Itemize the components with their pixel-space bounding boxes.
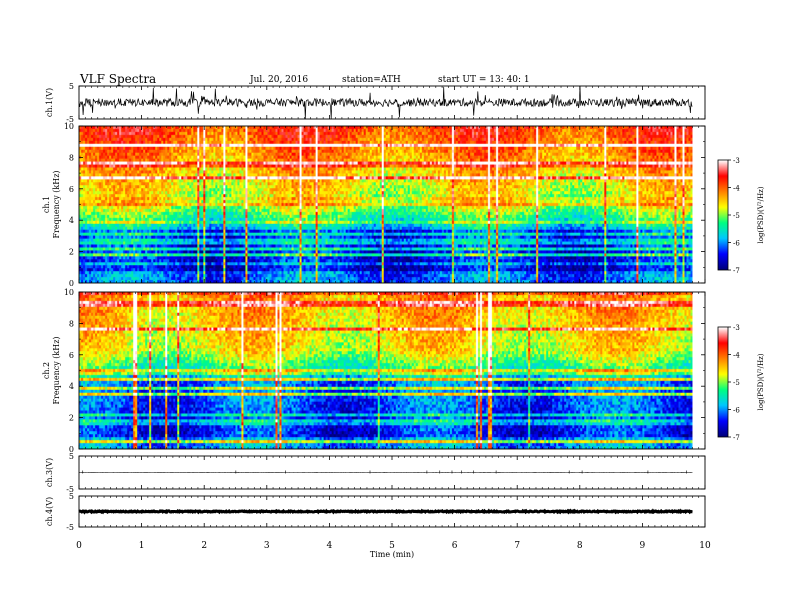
y-tick-label: 8: [69, 319, 74, 328]
colorbar-tick-label: -4: [733, 185, 740, 193]
y-tick-label: 6: [69, 351, 74, 360]
colorbar-tick-label: -7: [733, 267, 740, 275]
spectrogram-ch2: [79, 292, 693, 449]
panel-frame-1: [78, 85, 706, 120]
y-tick-label: 5: [69, 492, 74, 501]
colorbar-label: log(PSD)(V²/Hz): [757, 186, 765, 243]
y-tick-label: 2: [69, 248, 74, 257]
y-tick-label: 5: [69, 82, 74, 91]
x-tick-label: 5: [389, 541, 395, 551]
y-tick-label: 2: [69, 414, 74, 423]
x-tick-label: 0: [76, 541, 82, 551]
colorbar-tick-label: -6: [733, 240, 740, 248]
axis-text: -3 -4 -5 -6 -7 log(PSD)(V²/Hz) -3 -4 -5 -6 -7 log(P…: [42, 82, 765, 559]
date-label: Jul. 20, 2016: [250, 75, 309, 85]
y-tick-label: 8: [69, 153, 74, 162]
x-tick-label: 1: [139, 541, 145, 551]
panel-label: ch.1: [42, 196, 51, 213]
colorbar-tick-label: -7: [733, 434, 740, 442]
colorbar-tick-label: -6: [733, 407, 740, 415]
y-tick-label: 5: [69, 452, 74, 461]
spectrogram-ch1: [79, 126, 693, 283]
y-tick-label: 0: [69, 445, 74, 454]
x-tick-label: 4: [327, 541, 333, 551]
panel-label: ch.3(V): [45, 458, 54, 487]
colorbar-tick-label: -5: [733, 212, 740, 220]
y-tick-label: -5: [66, 523, 74, 532]
axes-frames: [78, 85, 731, 528]
waveform-ch4: [78, 508, 693, 515]
x-tick-label: 9: [640, 541, 646, 551]
panel-axis-label: Frequency (kHz): [52, 336, 61, 404]
station-label: station=ATH: [342, 75, 401, 85]
colorbar-tick-label: -4: [733, 352, 740, 360]
panel-label: ch.2: [42, 362, 51, 379]
y-tick-label: 4: [69, 382, 74, 391]
x-tick-label: 2: [201, 541, 207, 551]
x-tick-label: 6: [452, 541, 458, 551]
colorbar-label: log(PSD)(V²/Hz): [757, 353, 765, 410]
y-tick-label: 6: [69, 185, 74, 194]
x-axis-label: Time (min): [370, 550, 414, 559]
colorbar-tick-label: -3: [733, 324, 740, 332]
colorbar-tick-label: -5: [733, 379, 740, 387]
x-tick-label: 7: [514, 541, 520, 551]
y-tick-label: -5: [66, 115, 74, 124]
y-tick-label: 10: [64, 288, 74, 297]
waveform-ch1: [78, 86, 693, 120]
spectrogram-layer: [79, 126, 728, 449]
panel-label: ch.4(V): [45, 497, 54, 526]
y-tick-label: -5: [66, 485, 74, 494]
x-tick-label: 10: [699, 541, 711, 551]
x-tick-label: 3: [264, 541, 270, 551]
y-tick-label: 0: [69, 279, 74, 288]
colorbar-2: [718, 327, 728, 437]
panel-axis-label: Frequency (kHz): [52, 170, 61, 238]
chart-title: VLF Spectra: [80, 72, 157, 86]
y-tick-label: 4: [69, 216, 74, 225]
x-tick-label: 8: [577, 541, 583, 551]
waveform-layer: [78, 86, 693, 515]
start-time-label: start UT = 13: 40: 1: [438, 75, 530, 85]
colorbar-tick-label: -3: [733, 157, 740, 165]
colorbar-1: [718, 160, 728, 270]
y-tick-label: 10: [64, 122, 74, 131]
panel-label: ch.1(V): [45, 88, 54, 117]
